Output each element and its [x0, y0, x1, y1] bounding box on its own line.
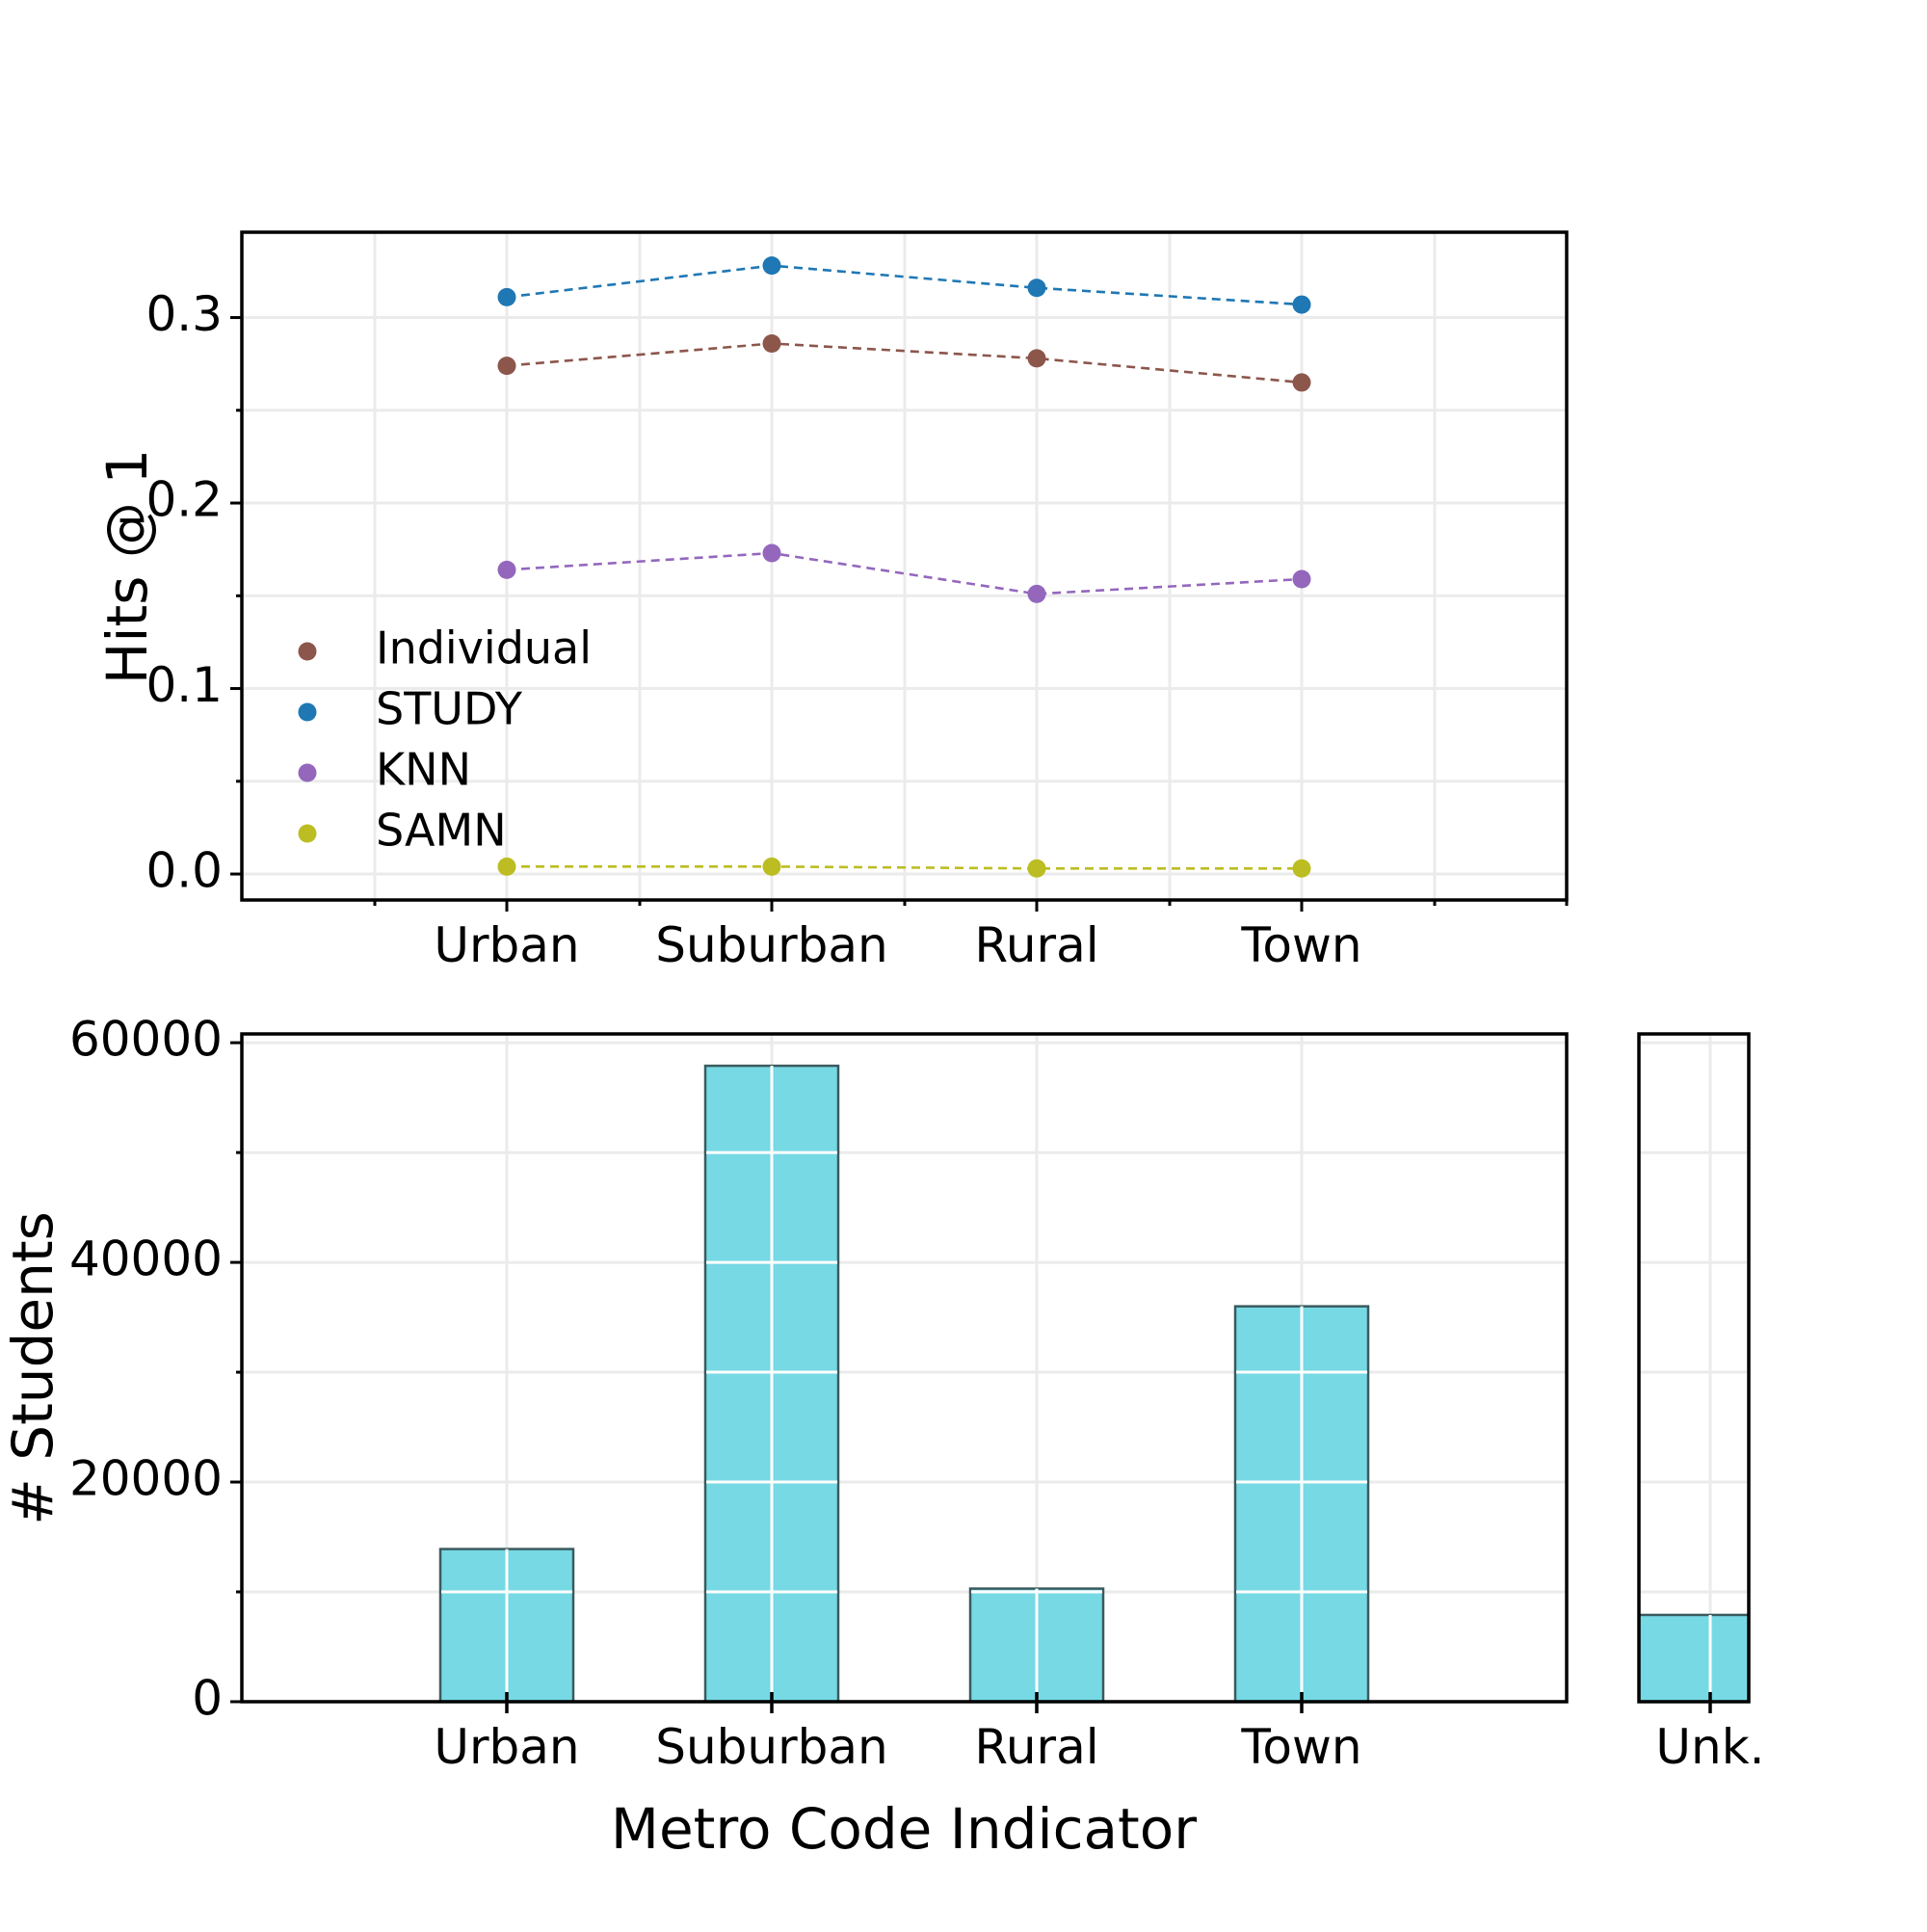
- top-plot-grid: [242, 232, 1567, 900]
- legend-label-individual: Individual: [376, 622, 592, 675]
- unknown-plot-ticks: Unk.: [1655, 1692, 1765, 1775]
- data-point-knn: [762, 543, 781, 563]
- series-line-samn: [507, 865, 1302, 870]
- legend-marker-study: [298, 702, 317, 722]
- data-point-individual: [762, 334, 781, 353]
- legend-marker-samn: [298, 824, 317, 843]
- data-point-individual: [497, 357, 516, 376]
- legend-label-samn: SAMN: [376, 805, 507, 857]
- legend-label-knn: KNN: [376, 744, 471, 796]
- x-tick-label: Unk.: [1655, 1719, 1764, 1775]
- x-axis-label: Metro Code Indicator: [611, 1796, 1197, 1862]
- legend: Individual STUDY KNN SAMN: [298, 622, 592, 857]
- bar-unknown: [1637, 1613, 1751, 1704]
- x-tick-label: Suburban: [655, 917, 887, 973]
- top-plot-marks: [497, 256, 1311, 878]
- unknown-plot-frame: [1637, 1032, 1751, 1704]
- x-tick-label: Urban: [434, 917, 579, 973]
- data-point-knn: [1027, 584, 1046, 603]
- x-tick-label: Rural: [974, 1719, 1098, 1775]
- data-point-samn: [1027, 859, 1046, 878]
- x-tick-label: Urban: [434, 1719, 579, 1775]
- data-point-samn: [762, 857, 781, 876]
- y-tick-label: 0.0: [145, 843, 223, 899]
- y-tick-label: 0.2: [145, 472, 223, 528]
- data-point-individual: [1027, 349, 1046, 368]
- legend-marker-knn: [298, 763, 317, 782]
- top-y-axis-label: Hits @ 1: [94, 449, 160, 684]
- bottom-y-axis-label: # Students: [0, 1211, 66, 1525]
- series-line-individual: [506, 342, 1303, 384]
- data-point-knn: [497, 560, 516, 579]
- data-point-study: [1027, 278, 1046, 298]
- y-tick-label: 40000: [69, 1231, 223, 1287]
- y-tick-label: 20000: [69, 1451, 223, 1507]
- data-point-samn: [1292, 859, 1311, 878]
- legend-marker-individual: [298, 642, 317, 661]
- legend-label-study: STUDY: [376, 683, 523, 735]
- top-plot-ticks: 0.0 0.1 0.2 0.3 Urban Suburban Rural Town: [145, 286, 1569, 973]
- data-point-study: [762, 256, 781, 276]
- data-point-study: [497, 287, 516, 306]
- x-tick-label: Town: [1240, 1719, 1361, 1775]
- y-tick-label: 0: [192, 1671, 223, 1727]
- unknown-plot-grid: [1639, 1034, 1749, 1702]
- unknown-plot-marks: [1637, 1613, 1751, 1704]
- data-point-knn: [1292, 569, 1311, 589]
- x-tick-label: Town: [1240, 917, 1361, 973]
- data-point-study: [1292, 295, 1311, 314]
- bottom-plot-marks: [438, 1064, 1370, 1704]
- y-tick-label: 60000: [69, 1012, 223, 1068]
- bottom-plot-ticks: 0 20000 40000 60000 Urban Suburban Rural Town: [69, 1012, 1362, 1775]
- bottom-plot-frame: [240, 1032, 1569, 1704]
- x-tick-label: Rural: [974, 917, 1098, 973]
- y-tick-label: 0.1: [145, 657, 223, 713]
- series-line-study: [506, 264, 1303, 306]
- series-line-knn: [506, 551, 1303, 595]
- data-point-individual: [1292, 373, 1311, 392]
- x-tick-label: Suburban: [655, 1719, 887, 1775]
- y-tick-label: 0.3: [145, 286, 223, 342]
- data-point-samn: [497, 857, 516, 876]
